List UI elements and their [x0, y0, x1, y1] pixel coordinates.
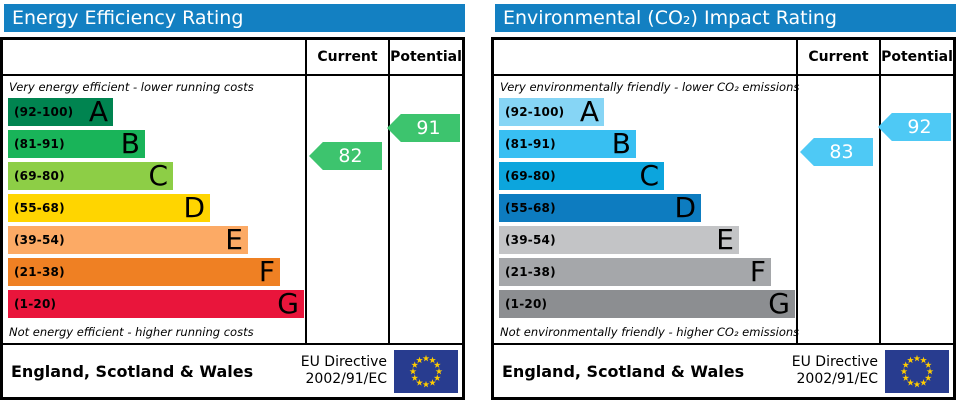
- band-range: (81-91): [505, 137, 556, 151]
- band-f: (21-38) F: [8, 258, 280, 286]
- band-letter: F: [749, 255, 766, 288]
- band-letter: A: [579, 95, 599, 128]
- band-range: (39-54): [505, 233, 556, 247]
- band-range: (92-100): [14, 105, 74, 119]
- band-range: (55-68): [14, 201, 65, 215]
- band-b: (81-91) B: [8, 130, 145, 158]
- eu-directive-line2: 2002/91/EC: [305, 371, 388, 387]
- band-range: (1-20): [505, 297, 548, 311]
- band-letter: B: [611, 127, 631, 160]
- band-d: (55-68) D: [499, 194, 701, 222]
- band-f: (21-38) F: [499, 258, 771, 286]
- band-range: (21-38): [505, 265, 556, 279]
- column-divider: [388, 40, 390, 343]
- panel-title: Energy Efficiency Rating: [4, 4, 465, 32]
- band-c: (69-80) C: [8, 162, 173, 190]
- band-g: (1-20) G: [499, 290, 795, 318]
- band-letter: C: [148, 159, 168, 192]
- environmental-impact-panel: Environmental (CO₂) Impact Rating Curren…: [491, 0, 957, 400]
- band-letter: D: [674, 191, 696, 224]
- band-b: (81-91) B: [499, 130, 636, 158]
- eu-directive-line1: EU Directive: [791, 354, 878, 371]
- band-range: (92-100): [505, 105, 565, 119]
- band-letter: A: [88, 95, 108, 128]
- band-letter: G: [277, 287, 299, 320]
- bottom-note: Not environmentally friendly - higher CO…: [500, 325, 800, 339]
- eu-directive-label: EU Directive 2002/91/EC: [792, 354, 878, 388]
- band-a: (92-100) A: [8, 98, 113, 126]
- chart-footer: England, Scotland & Wales EU Directive 2…: [494, 343, 953, 397]
- band-range: (1-20): [14, 297, 57, 311]
- rating-bands: (92-100) A (81-91) B (69-80) C (55-68) D: [3, 98, 462, 318]
- band-a: (92-100) A: [499, 98, 604, 126]
- column-header-row: Current Potential: [494, 40, 953, 76]
- potential-rating-arrow: 91: [387, 114, 460, 142]
- chart-footer: England, Scotland & Wales EU Directive 2…: [3, 343, 462, 397]
- potential-column-header: Potential: [881, 49, 953, 65]
- band-letter: C: [639, 159, 659, 192]
- co2-rating-chart: Current Potential Very environmentally f…: [491, 37, 956, 400]
- band-letter: E: [716, 223, 734, 256]
- band-range: (69-80): [14, 169, 65, 183]
- eu-directive-line2: 2002/91/EC: [796, 371, 879, 387]
- band-range: (39-54): [14, 233, 65, 247]
- column-header-row: Current Potential: [3, 40, 462, 76]
- band-range: (81-91): [14, 137, 65, 151]
- band-d: (55-68) D: [8, 194, 210, 222]
- panel-title: Environmental (CO₂) Impact Rating: [495, 4, 956, 32]
- region-label: England, Scotland & Wales: [11, 361, 254, 381]
- chart-body: Very energy efficient - lower running co…: [3, 76, 462, 343]
- eu-flag-icon: [394, 349, 458, 393]
- potential-column-header: Potential: [390, 49, 462, 65]
- band-letter: D: [183, 191, 205, 224]
- current-column-header: Current: [808, 49, 869, 65]
- column-divider: [305, 40, 307, 343]
- band-e: (39-54) E: [8, 226, 248, 254]
- top-note: Very environmentally friendly - lower CO…: [500, 80, 800, 94]
- band-range: (69-80): [505, 169, 556, 183]
- eu-directive-line1: EU Directive: [300, 354, 387, 371]
- top-note: Very energy efficient - lower running co…: [9, 80, 254, 94]
- energy-rating-chart: Current Potential Very energy efficient …: [0, 37, 465, 400]
- eu-directive-label: EU Directive 2002/91/EC: [301, 354, 387, 388]
- band-letter: F: [258, 255, 275, 288]
- current-column-header: Current: [317, 49, 378, 65]
- band-range: (21-38): [14, 265, 65, 279]
- band-range: (55-68): [505, 201, 556, 215]
- column-divider: [879, 40, 881, 343]
- column-divider: [796, 40, 798, 343]
- chart-body: Very environmentally friendly - lower CO…: [494, 76, 953, 343]
- potential-rating-arrow: 92: [878, 113, 951, 141]
- band-letter: E: [225, 223, 243, 256]
- band-letter: G: [768, 287, 790, 320]
- band-e: (39-54) E: [499, 226, 739, 254]
- eu-flag-icon: [885, 349, 949, 393]
- band-g: (1-20) G: [8, 290, 304, 318]
- current-rating-arrow: 82: [309, 142, 382, 170]
- band-letter: B: [120, 127, 140, 160]
- rating-bands: (92-100) A (81-91) B (69-80) C (55-68) D: [494, 98, 953, 318]
- band-c: (69-80) C: [499, 162, 664, 190]
- energy-efficiency-panel: Energy Efficiency Rating Current Potenti…: [0, 0, 467, 400]
- current-rating-arrow: 83: [800, 138, 873, 166]
- region-label: England, Scotland & Wales: [502, 361, 745, 381]
- bottom-note: Not energy efficient - higher running co…: [9, 325, 254, 339]
